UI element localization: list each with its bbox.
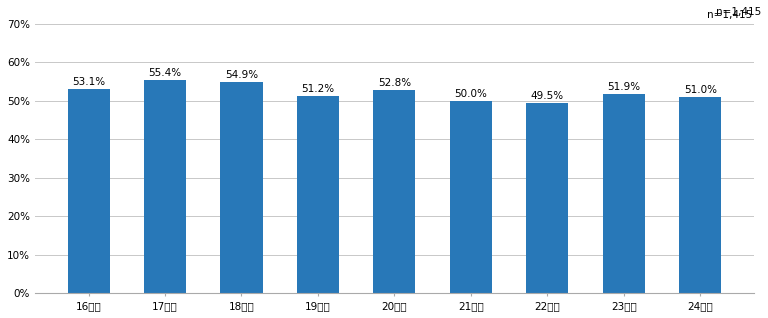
- Text: 50.0%: 50.0%: [455, 89, 488, 99]
- Bar: [68, 89, 110, 294]
- Bar: [297, 96, 339, 294]
- Text: 51.0%: 51.0%: [684, 85, 717, 95]
- Bar: [373, 90, 415, 294]
- Bar: [144, 80, 186, 294]
- Text: 52.8%: 52.8%: [378, 78, 411, 88]
- Bar: [603, 93, 645, 294]
- Text: 51.9%: 51.9%: [607, 82, 641, 92]
- Text: 54.9%: 54.9%: [225, 70, 258, 80]
- Text: n=1,415: n=1,415: [716, 7, 761, 17]
- Text: 55.4%: 55.4%: [148, 68, 181, 78]
- Text: 53.1%: 53.1%: [72, 77, 105, 87]
- Text: 49.5%: 49.5%: [531, 91, 564, 101]
- Bar: [680, 97, 721, 294]
- Text: 51.2%: 51.2%: [301, 84, 335, 94]
- Bar: [526, 103, 568, 294]
- Bar: [220, 82, 263, 294]
- Text: n=1,415: n=1,415: [707, 10, 753, 19]
- Bar: [450, 101, 492, 294]
